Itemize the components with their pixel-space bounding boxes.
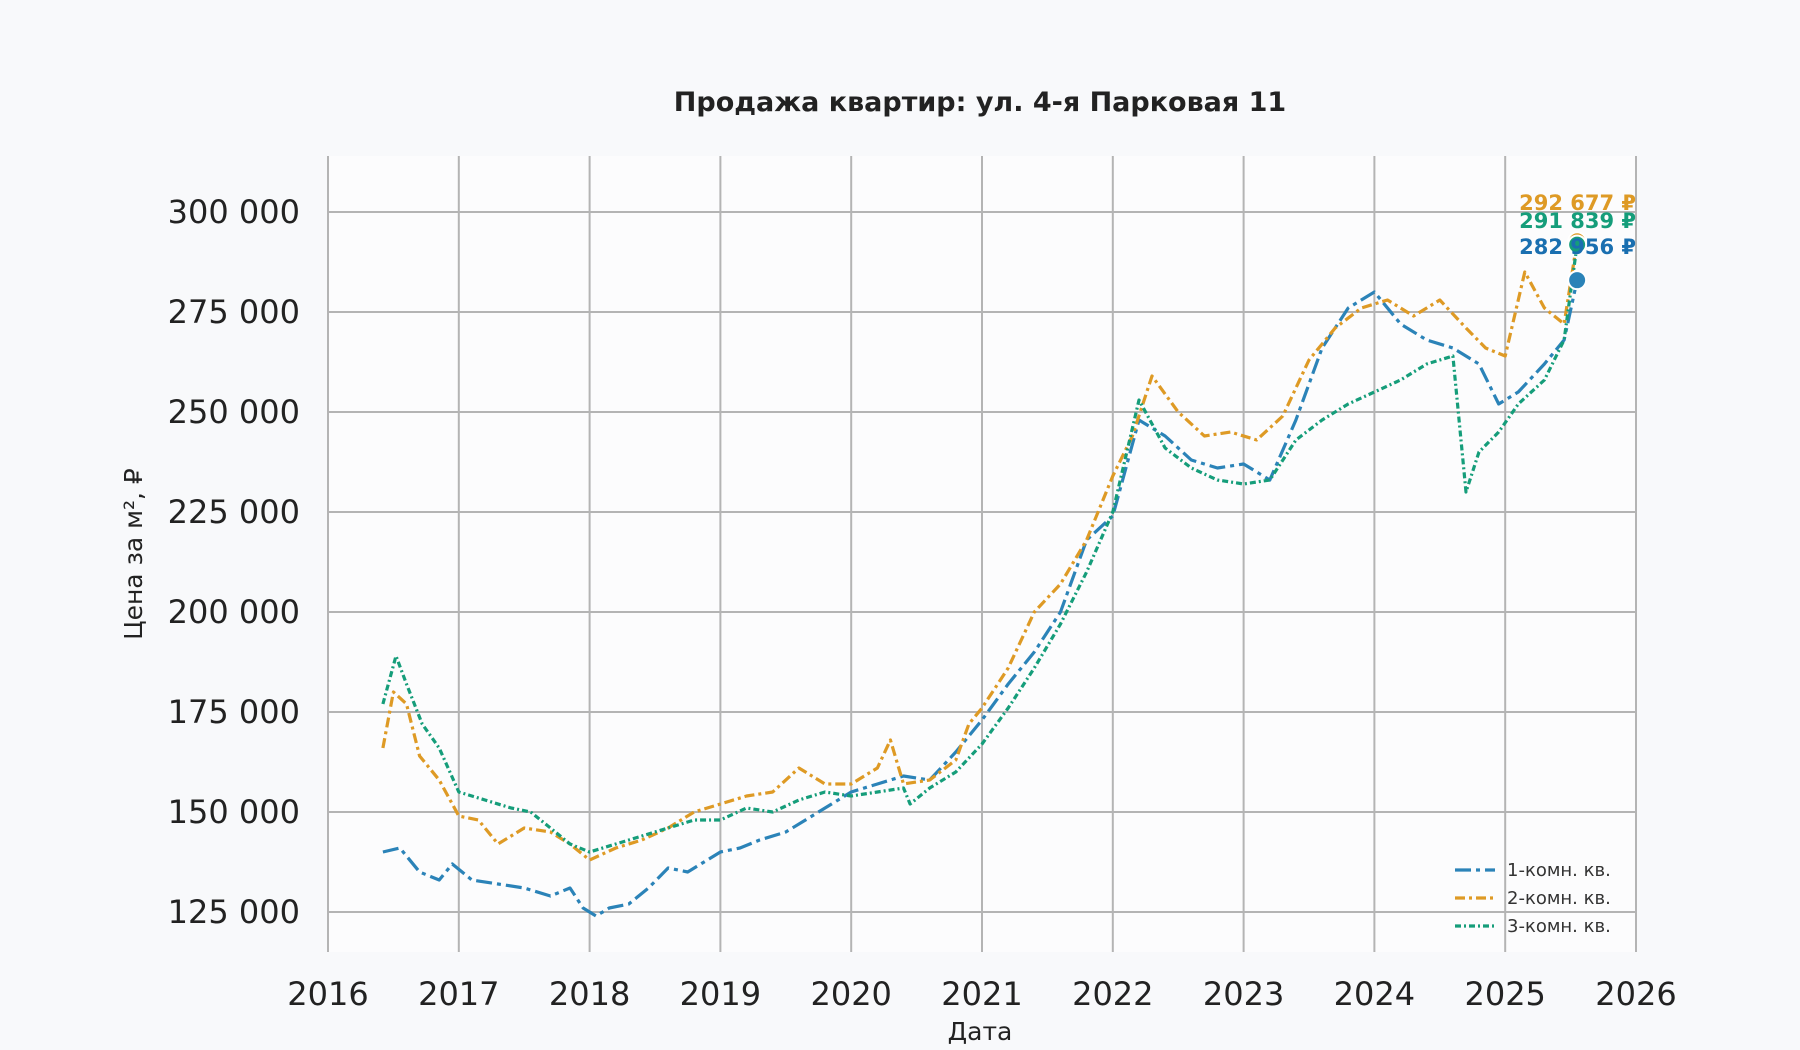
y-tick-label: 225 000 [168, 493, 300, 531]
x-tick-label: 2023 [1203, 975, 1284, 1013]
series-lines [381, 241, 1579, 918]
tick-labels: 2016 2017 2018 2019 2020 2021 2022 2023 2024 2025… [168, 193, 1677, 1013]
legend-label-2: 2-комн. кв. [1507, 888, 1611, 909]
end-value-label: 282 956 ₽ [1519, 235, 1636, 259]
end-markers: 292 677 ₽291 839 ₽282 956 ₽ [1519, 191, 1636, 291]
y-tick-label: 125 000 [168, 893, 300, 931]
end-value-label: 291 839 ₽ [1519, 209, 1636, 233]
legend-label-3: 3-комн. кв. [1507, 916, 1611, 937]
x-axis-label: Дата [948, 1017, 1013, 1046]
x-tick-label: 2019 [680, 975, 761, 1013]
y-tick-label: 250 000 [168, 393, 300, 431]
x-tick-label: 2020 [810, 975, 891, 1013]
chart-title: Продажа квартир: ул. 4-я Парковая 11 [674, 87, 1286, 118]
y-tick-label: 200 000 [168, 593, 300, 631]
y-axis-label: Цена за м², ₽ [119, 468, 148, 640]
end-point-1 [1567, 270, 1588, 291]
series-line-3 [381, 244, 1579, 854]
legend-label-1: 1-комн. кв. [1507, 860, 1611, 881]
y-tick-label: 300 000 [168, 193, 300, 231]
x-tick-label: 2022 [1072, 975, 1153, 1013]
x-tick-label: 2018 [549, 975, 630, 1013]
end-value-label: 292 677 ₽ [1519, 191, 1636, 215]
x-tick-label: 2017 [418, 975, 499, 1013]
x-tick-label: 2026 [1595, 975, 1676, 1013]
x-tick-label: 2021 [941, 975, 1022, 1013]
x-tick-label: 2016 [287, 975, 368, 1013]
legend: 1-комн. кв. 2-комн. кв. 3-комн. кв. [1455, 860, 1611, 937]
y-tick-label: 275 000 [168, 293, 300, 331]
x-tick-label: 2024 [1334, 975, 1415, 1013]
series-line-1 [382, 279, 1579, 918]
x-tick-label: 2025 [1464, 975, 1545, 1013]
y-tick-label: 175 000 [168, 693, 300, 731]
end-point-3 [1567, 234, 1588, 255]
grid [327, 156, 1637, 952]
y-tick-label: 150 000 [168, 793, 300, 831]
